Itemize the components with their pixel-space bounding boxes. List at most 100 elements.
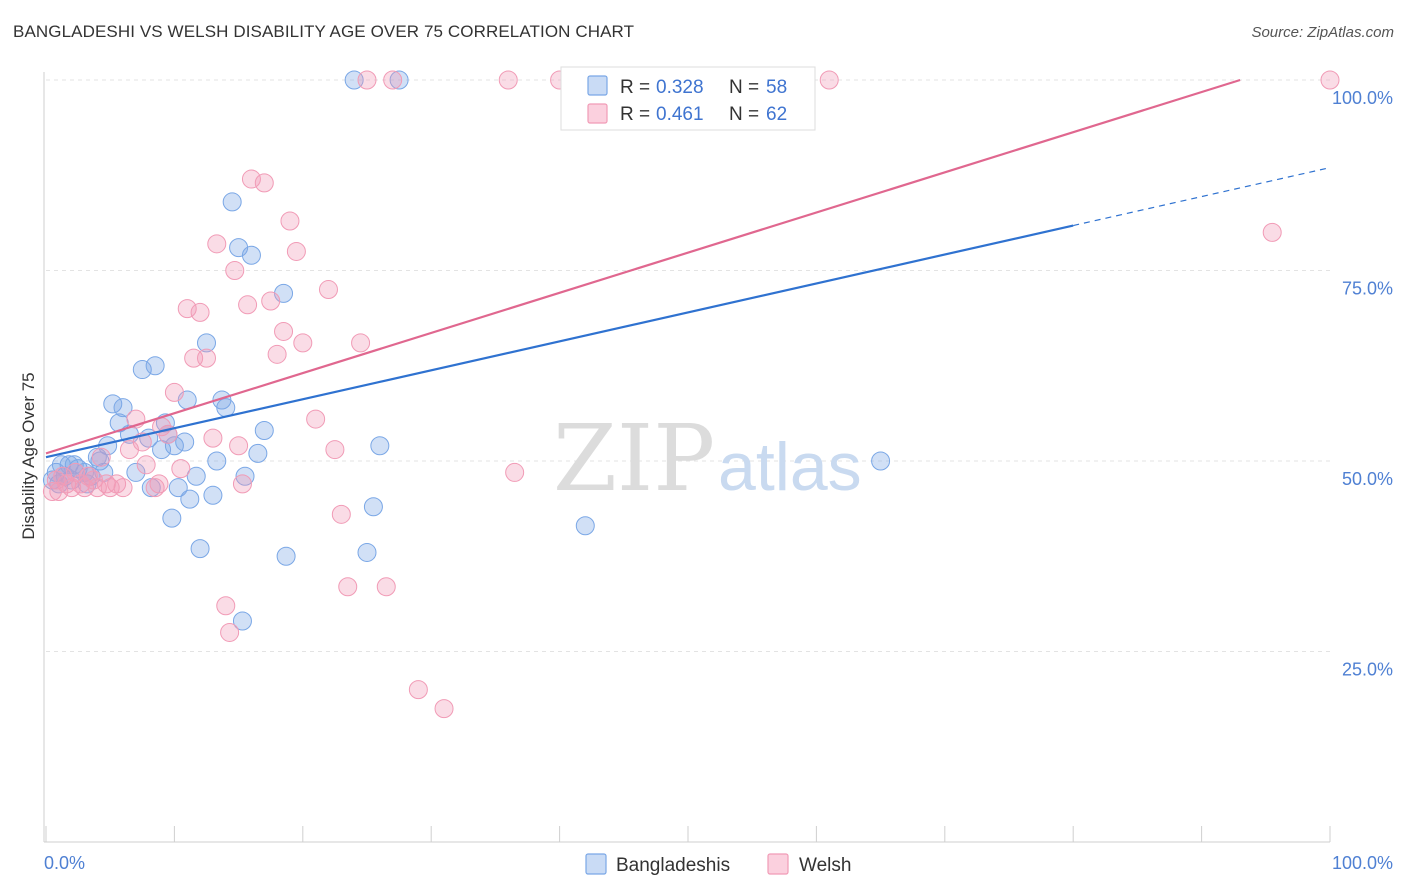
point-bangladeshis	[370, 436, 390, 456]
y-tick-label: 25.0%	[1342, 660, 1393, 680]
point-welsh	[238, 295, 258, 315]
point-bangladeshis	[363, 497, 383, 517]
point-bangladeshis	[145, 356, 165, 376]
point-welsh	[207, 234, 227, 254]
point-welsh	[280, 211, 300, 231]
point-welsh	[190, 302, 210, 322]
point-bangladeshis	[203, 485, 223, 505]
point-bangladeshis	[162, 508, 182, 528]
point-welsh	[254, 173, 274, 193]
bottom-legend-label-bangladeshis: Bangladeshis	[616, 855, 730, 876]
trend-line-bangladeshis-extension	[1073, 167, 1331, 227]
point-welsh	[819, 70, 839, 90]
legend-box: R = 0.328 N = 58 R = 0.461 N = 62	[560, 66, 816, 131]
watermark-zip: ZIP	[553, 405, 715, 512]
point-bangladeshis	[197, 333, 216, 353]
point-welsh	[286, 241, 306, 261]
y-axis-label: Disability Age Over 75	[19, 372, 38, 539]
point-welsh	[331, 504, 351, 524]
point-bangladeshis	[168, 478, 188, 498]
bottom-legend-label-welsh: Welsh	[799, 855, 851, 876]
legend-swatch-bangladeshis	[587, 75, 608, 96]
legend-r-label-2: R =	[620, 104, 650, 125]
point-welsh	[505, 462, 525, 482]
x-tick-marks	[45, 826, 1331, 842]
legend-r-label-1: R =	[620, 77, 650, 98]
legend-swatch-welsh	[587, 103, 608, 124]
point-welsh	[113, 478, 133, 498]
legend-n-label-1: N =	[729, 77, 759, 98]
point-bangladeshis	[180, 489, 200, 509]
legend-r-value-1: 0.328	[656, 77, 704, 98]
point-bangladeshis	[216, 398, 236, 418]
point-bangladeshis	[254, 421, 274, 441]
point-welsh	[1262, 222, 1282, 242]
point-welsh	[357, 70, 377, 90]
point-welsh	[241, 169, 261, 189]
point-bangladeshis	[175, 432, 195, 452]
watermark-atlas: atlas	[718, 429, 862, 505]
point-welsh	[318, 280, 338, 300]
data-points	[42, 70, 1340, 719]
chart-source: Source: ZipAtlas.com	[1251, 24, 1394, 41]
point-welsh	[293, 333, 313, 353]
point-welsh	[306, 409, 326, 429]
bottom-legend: Bangladeshis Welsh	[585, 853, 851, 876]
trend-lines	[45, 78, 1331, 459]
point-bangladeshis	[190, 539, 210, 559]
point-welsh	[225, 261, 245, 280]
point-bangladeshis	[164, 436, 184, 456]
point-welsh	[232, 474, 252, 494]
point-bangladeshis	[248, 443, 268, 463]
point-bangladeshis	[389, 70, 409, 90]
point-welsh	[229, 436, 249, 456]
x-tick-label-min: 0.0%	[44, 853, 85, 873]
gridlines	[46, 79, 1330, 652]
trend-line-welsh	[45, 78, 1241, 455]
y-tick-label: 75.0%	[1342, 279, 1393, 299]
watermark: ZIP atlas	[553, 405, 862, 512]
point-bangladeshis	[357, 542, 377, 562]
point-welsh	[136, 455, 156, 475]
point-welsh	[261, 291, 281, 311]
point-welsh	[177, 299, 197, 319]
axes	[43, 72, 1330, 843]
legend-n-value-1: 58	[766, 77, 787, 98]
point-bangladeshis	[132, 360, 152, 380]
point-bangladeshis	[64, 455, 84, 475]
point-welsh	[351, 333, 371, 353]
point-welsh	[49, 481, 69, 501]
point-welsh	[197, 348, 216, 368]
y-tick-label: 50.0%	[1342, 469, 1393, 489]
point-bangladeshis	[276, 546, 296, 566]
y-tick-label: 100.0%	[1332, 88, 1393, 108]
point-welsh	[164, 382, 184, 402]
point-bangladeshis	[103, 394, 123, 414]
point-welsh	[498, 70, 518, 90]
point-welsh	[1320, 70, 1340, 90]
y-tick-labels: 25.0% 50.0% 75.0% 100.0%	[1332, 88, 1393, 680]
point-welsh	[149, 474, 169, 494]
point-welsh	[408, 680, 428, 700]
point-welsh	[91, 447, 111, 467]
point-bangladeshis	[207, 451, 227, 471]
legend-r-value-2: 0.461	[656, 104, 704, 125]
point-welsh	[145, 478, 165, 498]
point-bangladeshis	[222, 192, 242, 212]
x-tick-label-max: 100.0%	[1332, 853, 1393, 873]
point-welsh	[434, 699, 454, 719]
point-welsh	[220, 622, 240, 642]
bottom-legend-swatch-welsh	[767, 853, 789, 875]
bottom-legend-swatch-bangladeshis	[585, 853, 607, 875]
point-welsh	[274, 321, 294, 341]
point-welsh	[376, 577, 396, 597]
point-bangladeshis	[235, 466, 255, 486]
point-bangladeshis	[241, 245, 261, 265]
legend-n-value-2: 62	[766, 104, 787, 125]
point-bangladeshis	[186, 466, 206, 486]
legend-n-label-2: N =	[729, 104, 759, 125]
point-welsh	[171, 459, 191, 479]
chart-title: BANGLADESHI VS WELSH DISABILITY AGE OVER…	[13, 22, 635, 41]
point-welsh	[325, 440, 345, 460]
